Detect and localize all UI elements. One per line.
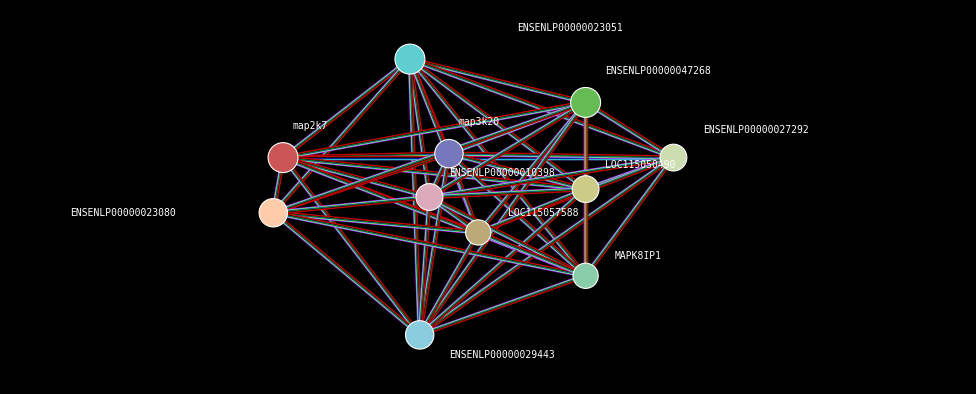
Text: ENSENLP00000027292: ENSENLP00000027292 <box>703 125 808 135</box>
Ellipse shape <box>405 321 434 349</box>
Ellipse shape <box>573 263 598 288</box>
Text: map3k20: map3k20 <box>459 117 500 127</box>
Text: map2k7: map2k7 <box>293 121 328 131</box>
Text: ENSENLP00000010398: ENSENLP00000010398 <box>449 168 554 178</box>
Ellipse shape <box>466 220 491 245</box>
Text: ENSENLP00000029443: ENSENLP00000029443 <box>449 349 554 360</box>
Ellipse shape <box>660 144 687 171</box>
Text: ENSENLP00000023051: ENSENLP00000023051 <box>517 22 623 33</box>
Ellipse shape <box>416 184 443 210</box>
Text: ENSENLP00000047268: ENSENLP00000047268 <box>605 66 711 76</box>
Text: LOC115057588: LOC115057588 <box>508 208 578 218</box>
Ellipse shape <box>571 87 600 117</box>
Ellipse shape <box>395 44 425 74</box>
Ellipse shape <box>259 199 288 227</box>
Text: LOC115050490: LOC115050490 <box>605 160 675 171</box>
Text: MAPK8IP1: MAPK8IP1 <box>615 251 662 261</box>
Ellipse shape <box>268 143 298 173</box>
Ellipse shape <box>434 139 464 168</box>
Text: ENSENLP00000023080: ENSENLP00000023080 <box>70 208 176 218</box>
Ellipse shape <box>572 176 599 203</box>
